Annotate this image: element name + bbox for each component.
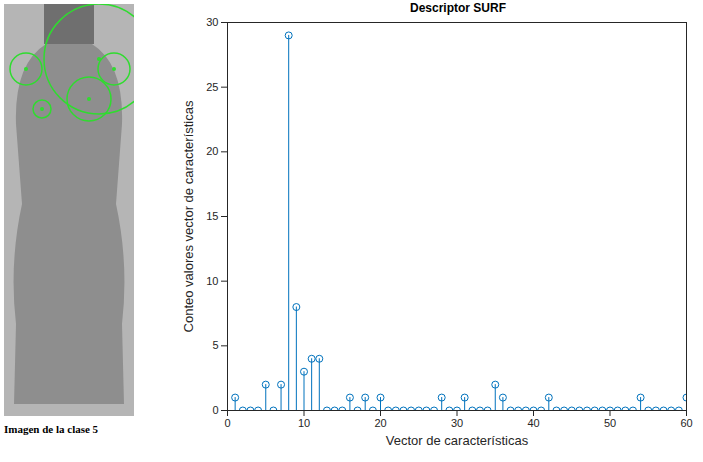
svg-text:60: 60 <box>680 417 692 429</box>
html-text:Imagen de la clase 5: Imagen de la clase 5 <box>4 423 99 435</box>
svg-text:20: 20 <box>206 145 218 157</box>
html-text:Descriptor SURF: Descriptor SURF <box>410 1 506 15</box>
svg-text:40: 40 <box>527 417 539 429</box>
svg-text:0: 0 <box>224 417 230 429</box>
svg-text:10: 10 <box>298 417 310 429</box>
svg-text:10: 10 <box>206 275 218 287</box>
svg-text:20: 20 <box>374 417 386 429</box>
svg-text:15: 15 <box>206 210 218 222</box>
svg-text:25: 25 <box>206 81 218 93</box>
svg-text:30: 30 <box>451 417 463 429</box>
svg-text:0: 0 <box>212 404 218 416</box>
svg-text:30: 30 <box>206 16 218 28</box>
svg-text:50: 50 <box>604 417 616 429</box>
svg-text:5: 5 <box>212 339 218 351</box>
svg-text:Conteo valores vector de carac: Conteo valores vector de características <box>181 100 196 332</box>
svg-text:Vector de características: Vector de características <box>386 433 529 448</box>
